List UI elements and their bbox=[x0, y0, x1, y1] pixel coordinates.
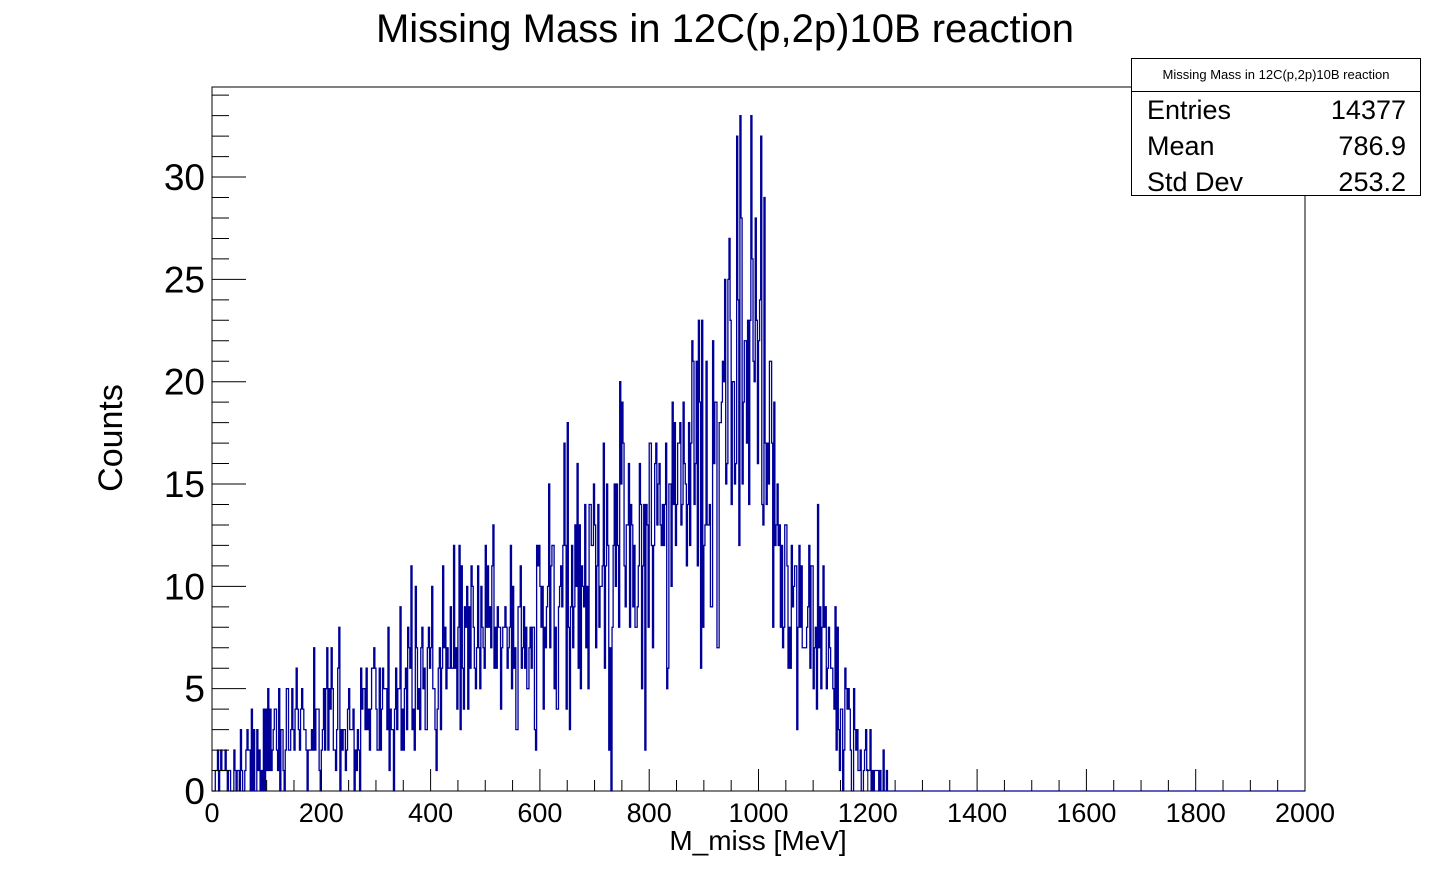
x-tick-label: 0 bbox=[204, 798, 219, 828]
y-tick-label: 20 bbox=[164, 362, 205, 403]
stats-value: 14377 bbox=[1330, 95, 1406, 125]
y-tick-label: 15 bbox=[164, 464, 205, 505]
stats-row-entries: Entries 14377 bbox=[1132, 92, 1420, 128]
x-tick-label: 1600 bbox=[1056, 798, 1116, 828]
stats-value: 786.9 bbox=[1338, 131, 1406, 161]
histogram-line bbox=[212, 115, 1305, 792]
x-tick-label: 400 bbox=[408, 798, 453, 828]
y-tick-label: 30 bbox=[164, 157, 205, 198]
stats-row-mean: Mean 786.9 bbox=[1132, 128, 1420, 164]
stats-row-stddev: Std Dev 253.2 bbox=[1132, 164, 1420, 200]
stats-box: Missing Mass in 12C(p,2p)10B reaction En… bbox=[1131, 58, 1421, 197]
x-tick-label: 800 bbox=[627, 798, 672, 828]
chart-title: Missing Mass in 12C(p,2p)10B reaction bbox=[376, 7, 1074, 51]
x-tick-label: 1000 bbox=[728, 798, 788, 828]
stats-label: Mean bbox=[1147, 131, 1215, 161]
stats-label: Std Dev bbox=[1147, 167, 1244, 197]
stats-title: Missing Mass in 12C(p,2p)10B reaction bbox=[1132, 59, 1420, 92]
x-axis-label: M_miss [MeV] bbox=[669, 825, 846, 856]
stats-value: 253.2 bbox=[1338, 167, 1406, 197]
x-tick-label: 600 bbox=[517, 798, 562, 828]
y-tick-label: 25 bbox=[164, 259, 205, 300]
x-tick-label: 1200 bbox=[838, 798, 898, 828]
x-tick-label: 1400 bbox=[947, 798, 1007, 828]
x-tick-label: 200 bbox=[299, 798, 344, 828]
y-tick-label: 10 bbox=[164, 566, 205, 607]
x-tick-label: 2000 bbox=[1275, 798, 1335, 828]
y-axis-label: Counts bbox=[92, 384, 130, 492]
x-tick-label: 1800 bbox=[1166, 798, 1226, 828]
histogram-bars bbox=[212, 115, 1305, 792]
y-tick-label: 0 bbox=[184, 771, 205, 812]
y-tick-label: 5 bbox=[184, 669, 205, 710]
stats-label: Entries bbox=[1147, 95, 1232, 125]
axes: 0 200 400 600 800 1000 1200 1400 1600 1800 2000 0 5 1… bbox=[164, 94, 1335, 828]
